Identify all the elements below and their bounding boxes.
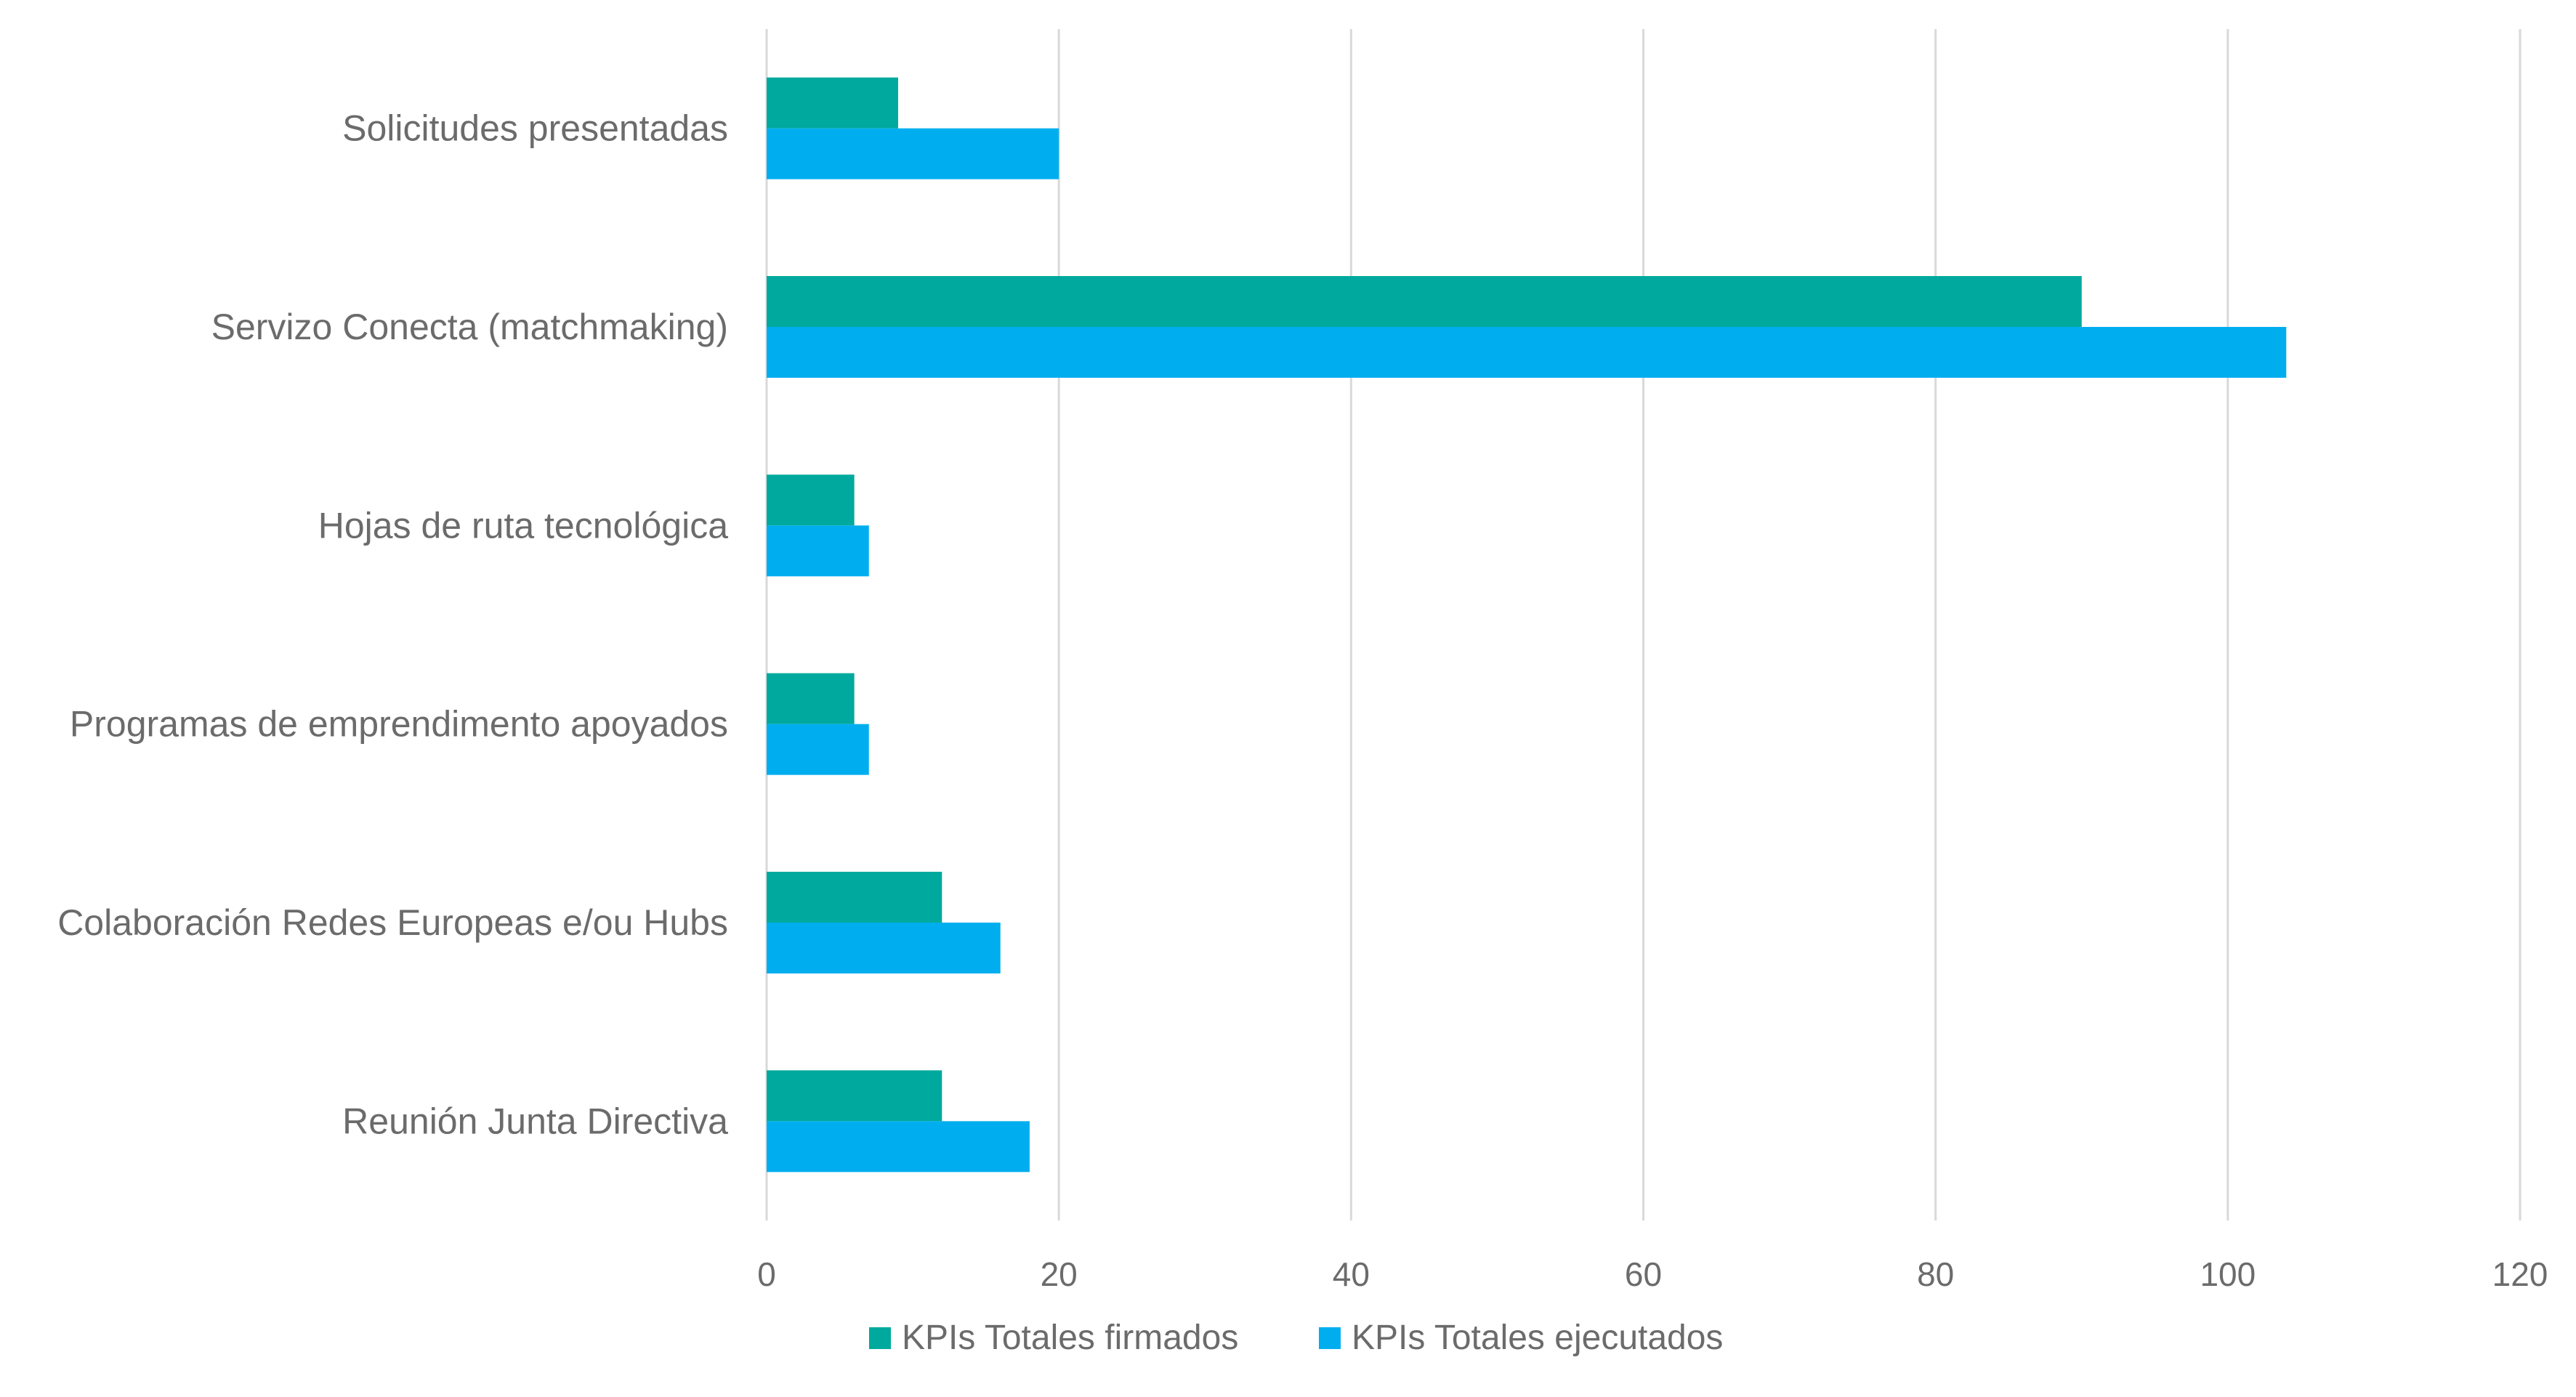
category-label: Servizo Conecta (matchmaking) bbox=[211, 307, 728, 347]
bar bbox=[767, 474, 855, 526]
x-tick-labels: 0 20 40 60 80 100 120 bbox=[757, 1255, 2548, 1293]
x-tick-label: 100 bbox=[2200, 1255, 2256, 1293]
bar bbox=[767, 276, 2082, 327]
x-tick-label: 80 bbox=[1917, 1255, 1954, 1293]
x-tick-label: 60 bbox=[1625, 1255, 1662, 1293]
legend-swatch bbox=[869, 1327, 891, 1349]
x-tick-label: 20 bbox=[1041, 1255, 1078, 1293]
x-tick-label: 40 bbox=[1333, 1255, 1370, 1293]
gridlines bbox=[765, 29, 2522, 1220]
category-label: Colaboración Redes Europeas e/ou Hubs bbox=[57, 902, 728, 943]
x-tick-label: 120 bbox=[2492, 1255, 2548, 1293]
category-labels: Solicitudes presentadas Servizo Conecta (… bbox=[57, 108, 728, 1142]
bar bbox=[767, 1121, 1030, 1173]
bar bbox=[767, 525, 869, 577]
category-label: Programas de emprendimento apoyados bbox=[70, 704, 728, 745]
legend-label: KPIs Totales ejecutados bbox=[1352, 1319, 1723, 1357]
bar bbox=[767, 1070, 942, 1122]
legend-swatch bbox=[1319, 1327, 1341, 1349]
bar bbox=[767, 923, 1001, 973]
bar bbox=[767, 673, 855, 724]
bar bbox=[767, 77, 898, 129]
bar bbox=[767, 128, 1059, 179]
bar bbox=[767, 872, 942, 923]
bar bbox=[767, 327, 2287, 378]
category-label: Hojas de ruta tecnológica bbox=[318, 505, 728, 546]
legend: KPIs Totales firmados KPIs Totales ejecut… bbox=[869, 1319, 1723, 1357]
x-tick-label: 0 bbox=[757, 1255, 776, 1293]
category-label: Solicitudes presentadas bbox=[342, 108, 728, 149]
bar bbox=[767, 724, 869, 775]
legend-label: KPIs Totales firmados bbox=[902, 1319, 1238, 1357]
category-label: Reunión Junta Directiva bbox=[342, 1101, 728, 1141]
bars bbox=[767, 77, 2287, 1173]
